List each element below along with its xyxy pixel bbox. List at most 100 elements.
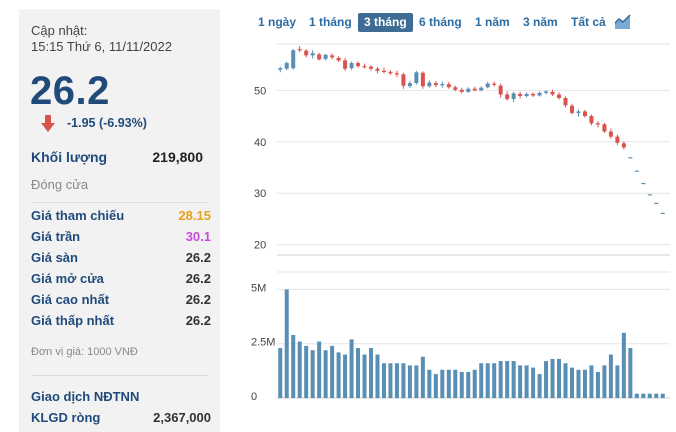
volume-bar (349, 339, 354, 398)
arrow-down-icon (41, 115, 55, 132)
volume-bar (628, 348, 633, 398)
candle-body (466, 88, 471, 92)
candle-body (323, 54, 328, 59)
candle-body (330, 55, 335, 58)
volume-bar (453, 369, 458, 398)
candle-body (407, 83, 412, 87)
candle-body (576, 111, 581, 113)
candle-body (291, 50, 296, 69)
tab-6-months[interactable]: 6 tháng (419, 15, 462, 29)
candle-body (621, 143, 626, 148)
volume-bar (531, 367, 536, 398)
volume-bar (472, 369, 477, 398)
candle-body (654, 202, 659, 204)
volume-bar (569, 367, 575, 398)
volume-bar (589, 365, 594, 398)
foreign-title: Giao dịch NĐTNN (31, 389, 211, 404)
volume-bar (608, 354, 613, 398)
candle-body (647, 194, 652, 196)
candle-body (401, 74, 406, 86)
volume-tick-label: 5M (251, 282, 266, 294)
price-row-label: Giá thấp nhất (31, 313, 115, 328)
tab-3-years[interactable]: 3 năm (523, 15, 558, 29)
volume-bar (317, 341, 322, 398)
volume-bar (582, 369, 587, 398)
volume-bar (537, 374, 542, 398)
candle-body (349, 63, 354, 69)
candle-body (595, 123, 600, 125)
candle-body (284, 63, 289, 69)
candle-body (634, 170, 639, 172)
candle-body (505, 94, 510, 100)
volume-tick-label: 2.5M (251, 337, 275, 349)
candle-body (381, 70, 386, 72)
candle-body (304, 50, 309, 56)
volume-bar (576, 369, 581, 398)
unit-note: Đơn vị giá: 1000 VNĐ (31, 346, 138, 358)
volume-bar (602, 365, 607, 398)
volume-bar (524, 365, 529, 398)
candle-body (343, 60, 348, 69)
price-change: -1.95 (-6.93%) (67, 116, 147, 130)
volume-bar (375, 354, 380, 398)
volume-bar (297, 341, 302, 398)
volume-bar (660, 393, 665, 398)
divider (31, 375, 209, 376)
candle-body (317, 54, 322, 60)
volume-bar (479, 363, 484, 398)
candle-body (394, 73, 399, 75)
volume-bar (595, 371, 600, 398)
volume-bar (647, 393, 652, 398)
volume-label: Khối lượng (31, 149, 108, 165)
volume-bar (291, 335, 296, 398)
volume-bar (466, 371, 471, 398)
tab-1-year[interactable]: 1 năm (475, 15, 510, 29)
price-row-low: Giá thấp nhất 26.2 (31, 313, 211, 328)
candle-body (602, 124, 607, 132)
candle-body (589, 116, 594, 124)
volume-bar (323, 350, 328, 398)
volume-bar (446, 369, 451, 398)
candle-body (511, 93, 516, 100)
foreign-title-label: Giao dịch NĐTNN (31, 389, 140, 404)
volume-bar (401, 363, 406, 398)
tab-3-months[interactable]: 3 tháng (358, 13, 413, 32)
update-label: Cập nhật: (31, 23, 88, 38)
price-row-value: 28.15 (178, 208, 211, 223)
price-row-high: Giá cao nhất 26.2 (31, 292, 211, 307)
volume-bar (427, 369, 432, 398)
price-row-value: 26.2 (185, 292, 211, 307)
price-row-open: Giá mở cửa 26.2 (31, 271, 211, 286)
volume-bar (388, 363, 393, 398)
price-tick-label: 50 (254, 85, 266, 97)
volume-bar (433, 374, 438, 398)
candle-body (375, 68, 380, 71)
price-row-ceiling: Giá trần 30.1 (31, 229, 211, 244)
volume-bar (641, 393, 646, 398)
volume-bar (278, 348, 283, 398)
volume-bar (550, 358, 555, 398)
volume-bar (362, 354, 367, 398)
candle-body (433, 83, 438, 86)
volume-bar (459, 371, 464, 398)
candle-body (492, 83, 497, 85)
price-row-value: 26.2 (185, 313, 211, 328)
tab-all[interactable]: Tất cả (571, 15, 606, 29)
price-row-label: Giá mở cửa (31, 271, 104, 286)
candle-body (531, 93, 536, 96)
price-row-label: Giá tham chiếu (31, 208, 125, 223)
tab-1-month[interactable]: 1 tháng (309, 15, 352, 29)
candle-body (485, 83, 490, 88)
tab-1-day[interactable]: 1 ngày (258, 15, 297, 29)
volume-bar (394, 363, 399, 398)
candle-body (557, 94, 562, 99)
volume-bar (336, 352, 341, 398)
volume-bar (381, 363, 386, 398)
area-chart-icon[interactable] (614, 13, 631, 30)
volume-value: 219,800 (152, 149, 203, 165)
volume-bar (505, 361, 510, 398)
foreign-net-value: 2,367,000 (153, 410, 211, 425)
candle-body (453, 87, 458, 90)
volume-bar (615, 365, 620, 398)
